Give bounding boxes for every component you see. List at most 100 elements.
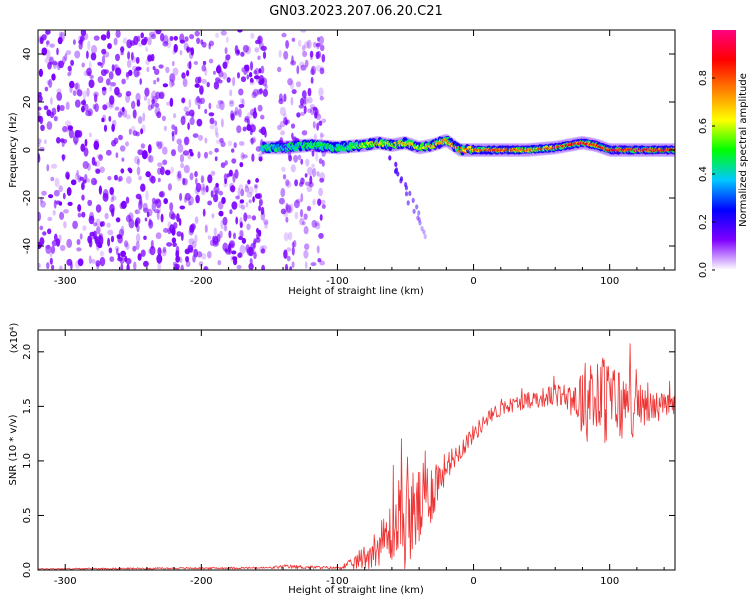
spectrogram-noise-cell: [214, 156, 218, 162]
spectrogram-noise-cell: [185, 111, 191, 116]
spectrogram-noise-cell: [234, 169, 239, 179]
spectrogram-noise-cell: [258, 205, 261, 212]
spectrogram-noise-cell: [228, 101, 235, 107]
spectrogram-noise-cell: [301, 130, 308, 136]
spectrogram-noise-cell: [161, 115, 166, 122]
spectrogram-noise-cell: [238, 229, 244, 238]
spectrogram-noise-cell: [258, 229, 262, 237]
spectrogram-noise-cell: [161, 248, 167, 257]
spectrogram-noise-cell: [260, 45, 267, 52]
spectrogram-noise-cell: [137, 116, 143, 124]
spectrogram-noise-cell: [229, 89, 233, 97]
spectrogram-noise-cell: [159, 92, 164, 99]
spectrogram-noise-cell: [79, 233, 83, 240]
spectrogram-noise-cell: [230, 255, 235, 262]
spectrogram-noise-cell: [183, 196, 188, 203]
spectrogram-noise-cell: [109, 256, 115, 262]
spectrogram-noise-cell: [201, 78, 207, 84]
spectrogram-noise-cell: [38, 111, 41, 118]
spectrogram-noise-cell: [106, 222, 111, 228]
spectrogram-noise-cell: [225, 54, 231, 61]
spectrogram-noise-cell: [200, 175, 205, 184]
spectrogram-streak-cell: [408, 190, 412, 196]
spectrogram-noise-cell: [150, 33, 157, 40]
spectrogram-noise-cell: [204, 108, 208, 114]
spectrogram-noise-cell: [208, 58, 214, 64]
spectrogram-noise-cell: [116, 248, 119, 256]
spectrogram-noise-cell: [113, 37, 118, 46]
spectrogram-noise-cell: [95, 218, 101, 227]
spectrogram-noise-cell: [131, 100, 136, 110]
spectrogram-noise-cell: [246, 74, 250, 80]
spectrogram-noise-cell: [126, 39, 133, 49]
spectrogram-noise-cell: [62, 192, 66, 200]
spectrogram-noise-cell: [96, 154, 103, 159]
spectrogram-noise-cell: [174, 126, 178, 136]
spectrogram-noise-cell: [213, 185, 220, 194]
spectrogram-noise-cell: [173, 43, 178, 53]
spectrogram-streak-cell: [422, 229, 426, 235]
spectrogram-noise-cell: [40, 200, 46, 208]
spectrogram-noise-cell: [68, 129, 74, 139]
spectrogram-noise-cell: [256, 193, 263, 200]
spectrogram-noise-cell: [254, 39, 260, 45]
spectrogram-noise-cell: [280, 208, 287, 215]
spectrogram-noise-cell: [169, 97, 174, 108]
spectrogram-noise-cell: [295, 81, 302, 88]
spectrogram-noise-cell: [149, 245, 156, 256]
spectrogram-noise-cell: [120, 250, 126, 257]
spectrogram-noise-cell: [204, 151, 208, 159]
spectrogram-noise-cell: [311, 150, 315, 157]
spectrogram-noise-cell: [82, 90, 87, 100]
spectrogram-noise-cell: [290, 123, 296, 129]
spectrogram-noise-cell: [176, 231, 182, 237]
snr-y-ticks: 0.0 0.5 1.0 1.5 2.0: [22, 344, 675, 578]
spectrogram-noise-cell: [115, 30, 121, 38]
spectrogram-noise-cell: [315, 42, 321, 47]
spectrogram-noise-cell: [196, 37, 201, 44]
spectrogram-cells: [38, 30, 675, 270]
spectrogram-noise-cell: [198, 134, 203, 141]
spectrogram-noise-cell: [90, 258, 96, 264]
spectrogram-noise-cell: [208, 43, 211, 50]
y-tick-label: 0.5: [22, 508, 33, 524]
spectrogram-noise-cell: [72, 220, 78, 230]
spectrogram-noise-cell: [215, 132, 220, 139]
spectrogram-noise-cell: [39, 115, 44, 125]
spectrogram-noise-cell: [135, 92, 141, 102]
spectrogram-noise-cell: [93, 140, 100, 150]
spectrogram-streak-cell: [417, 210, 421, 216]
spectrogram-noise-cell: [49, 257, 53, 265]
spectrogram-noise-cell: [157, 141, 163, 150]
spectrogram-streak-cell: [388, 155, 392, 161]
spectrogram-noise-cell: [63, 209, 69, 214]
spectrogram-noise-cell: [226, 77, 231, 83]
spectrogram-noise-cell: [153, 79, 157, 85]
spectrogram-noise-cell: [176, 213, 180, 223]
spectrogram-noise-cell: [172, 242, 177, 247]
spectrogram-noise-cell: [152, 66, 156, 71]
spectrogram-noise-cell: [111, 140, 117, 147]
spectrogram-noise-cell: [145, 190, 149, 201]
spectrogram-noise-cell: [291, 261, 295, 269]
spectrogram-noise-cell: [253, 69, 258, 75]
spectrogram-x-axis-label: Height of straight line (km): [288, 286, 424, 297]
spectrogram-noise-cell: [319, 44, 325, 52]
spectrogram-noise-cell: [321, 204, 326, 209]
spectrogram-noise-cell: [320, 133, 325, 138]
spectrogram-noise-cell: [58, 185, 63, 193]
spectrogram-noise-cell: [241, 237, 247, 244]
colorbar-tick-label: 0.4: [698, 166, 709, 182]
spectrogram-noise-cell: [217, 79, 223, 84]
spectrogram-noise-cell: [214, 126, 218, 136]
spectrogram-noise-cell: [52, 210, 56, 216]
spectrogram-noise-cell: [39, 237, 45, 246]
spectrogram-streak-cell: [404, 191, 409, 197]
spectrogram-noise-cell: [46, 262, 50, 270]
spectrogram-noise-cell: [87, 235, 92, 244]
spectrogram-noise-cell: [45, 244, 51, 249]
spectrogram-streak-cell: [399, 176, 404, 182]
spectrogram-noise-cell: [230, 185, 236, 193]
spectrogram-noise-cell: [94, 93, 98, 103]
spectrogram-noise-cell: [162, 159, 168, 166]
